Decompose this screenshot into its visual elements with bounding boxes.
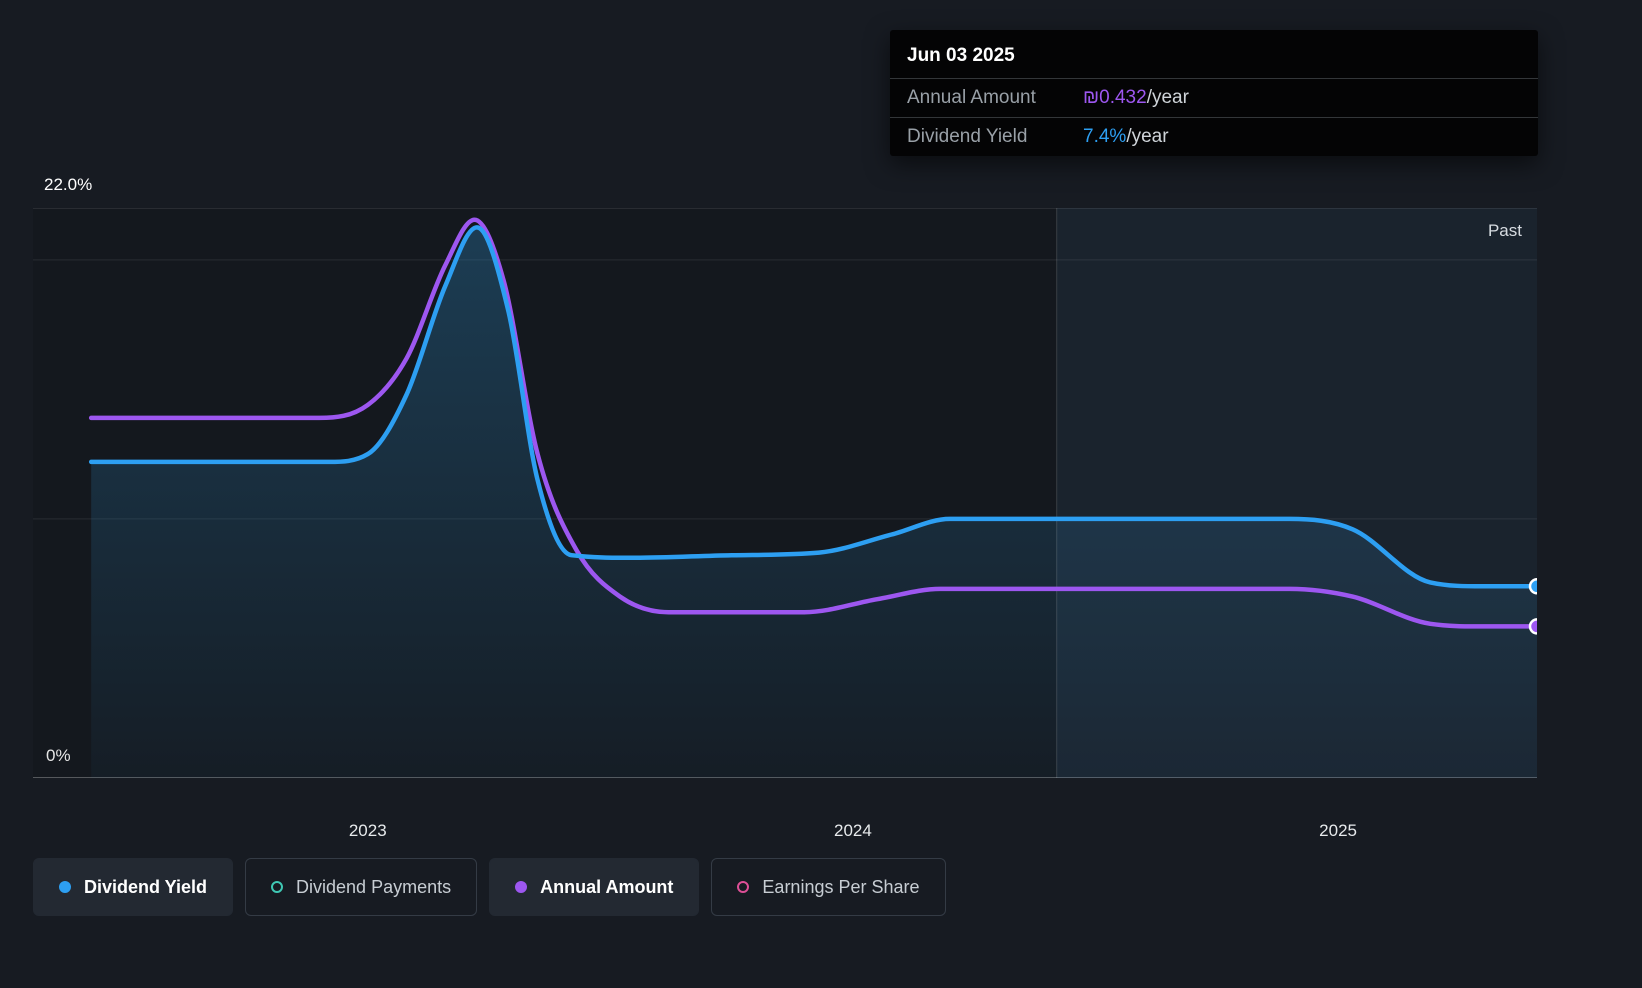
legend-label: Annual Amount <box>540 876 674 897</box>
tooltip-row-annual-amount: Annual Amount ₪0.432/year <box>890 78 1538 117</box>
annual-amount-dot-icon <box>515 881 528 893</box>
dividend-chart-canvas[interactable] <box>33 208 1537 778</box>
legend-annual-amount-button[interactable]: Annual Amount <box>489 858 700 916</box>
dividend-yield-label: Dividend Yield <box>907 126 1028 147</box>
past-region-label: Past <box>1488 221 1522 241</box>
chart-tooltip: Jun 03 2025 Annual Amount ₪0.432/year Di… <box>890 30 1538 156</box>
dividend-payments-ring-icon <box>271 881 284 893</box>
annual-amount-value: ₪0.432/year <box>1083 87 1189 108</box>
legend-label: Dividend Yield <box>84 876 208 897</box>
annual-amount-label: Annual Amount <box>907 87 1036 108</box>
legend-dividend-yield-button[interactable]: Dividend Yield <box>33 858 234 916</box>
x-axis-label-2025: 2025 <box>1319 821 1357 840</box>
legend-dividend-payments-button[interactable]: Dividend Payments <box>245 858 478 916</box>
tooltip-date: Jun 03 2025 <box>907 45 1015 66</box>
earnings-per-share-ring-icon <box>737 881 750 893</box>
dividend-yield-dot-icon <box>59 881 71 893</box>
legend: Dividend Yield Dividend Payments Annual … <box>33 858 946 916</box>
legend-label: Earnings Per Share <box>762 876 920 897</box>
y-axis-top-label: 22.0% <box>44 175 93 194</box>
legend-label: Dividend Payments <box>296 876 452 897</box>
tooltip-row-dividend-yield: Dividend Yield 7.4%/year <box>890 117 1538 156</box>
legend-earnings-per-share-button[interactable]: Earnings Per Share <box>711 858 946 916</box>
x-axis-label-2023: 2023 <box>348 821 387 840</box>
y-axis-bottom-label: 0% <box>46 746 71 766</box>
x-axis-label-2024: 2024 <box>834 821 872 840</box>
dividend-yield-value: 7.4%/year <box>1083 126 1169 147</box>
